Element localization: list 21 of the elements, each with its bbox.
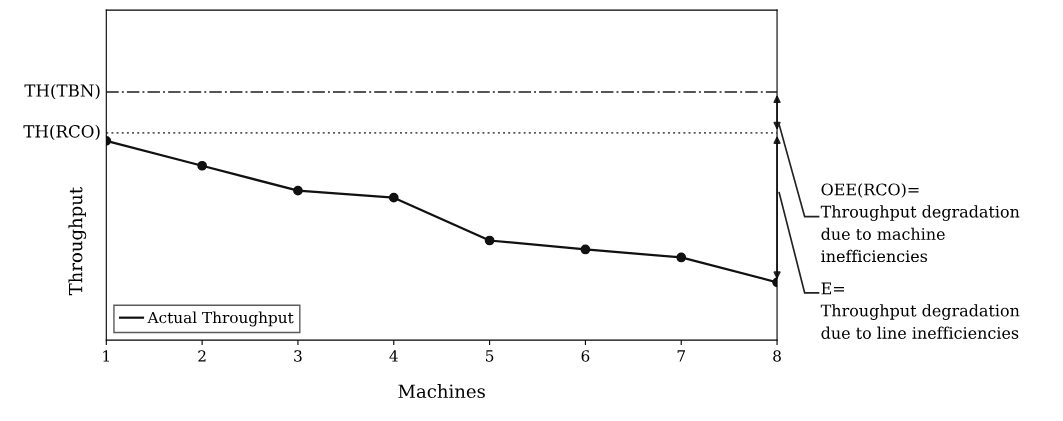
- point: [676, 252, 687, 263]
- x-tick-label: 4: [389, 350, 398, 362]
- x-tick-label: 2: [198, 350, 206, 362]
- x-tick-label: 6: [581, 350, 590, 362]
- point: [580, 244, 591, 255]
- y-axis-title: Throughput: [68, 187, 87, 296]
- x-axis-title: Machines: [398, 384, 485, 399]
- ref-line-label: TH(RCO): [23, 124, 100, 141]
- text: E= Throughput degradation due to line inefficiencies: [820, 282, 1020, 339]
- x-tick-label: 5: [486, 350, 494, 362]
- legend-label: Actual Throughput: [147, 311, 294, 327]
- x-tick-label: 7: [677, 350, 685, 362]
- x-tick-label: 8: [773, 350, 781, 362]
- x-tick-label: 1: [103, 350, 109, 362]
- text: OEE(RCO)= Throughput degradation due to machine inefficiencies: [820, 183, 1020, 263]
- ref-line-label: TH(TBN): [24, 83, 100, 100]
- point: [197, 160, 207, 171]
- x-tick-label: 3: [294, 350, 302, 362]
- point: [484, 235, 495, 246]
- point: [293, 185, 303, 196]
- point: [388, 192, 399, 203]
